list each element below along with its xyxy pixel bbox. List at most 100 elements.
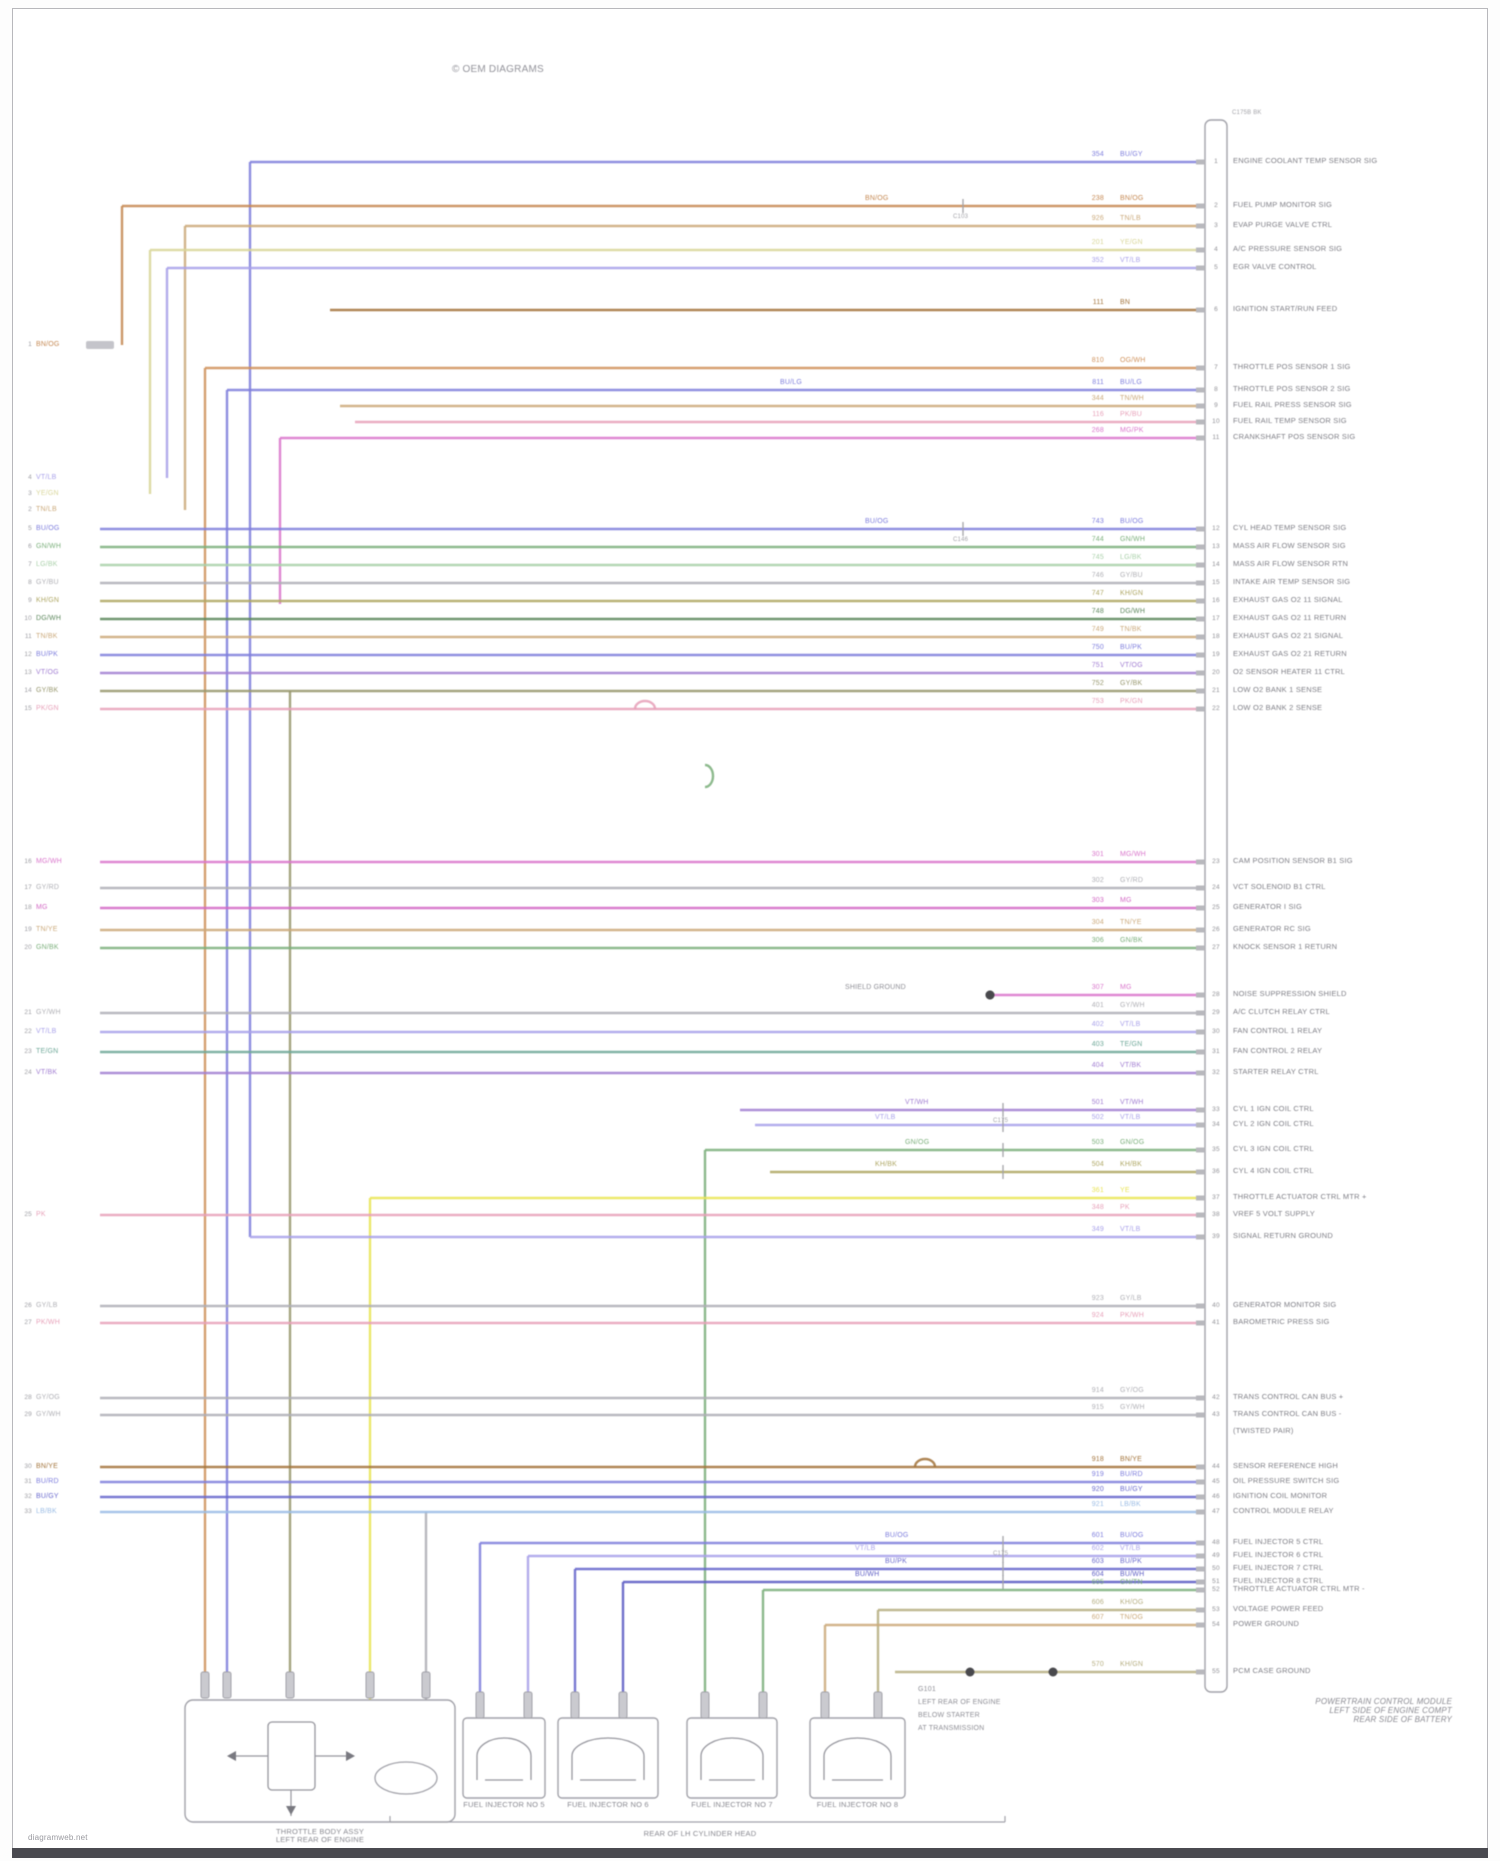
circuit-number: 607 (1091, 1614, 1104, 1621)
circuit-description: O2 SENSOR HEATER 11 CTRL (1233, 667, 1346, 676)
wire-color-code: KH/BK (1120, 1161, 1143, 1168)
inline-wire-label: GN/OG (905, 1139, 930, 1146)
inline-wire-label: VT/WH (905, 1099, 929, 1106)
circuit-number: 926 (1091, 215, 1104, 222)
circuit-description: OIL PRESSURE SWITCH SIG (1233, 1476, 1340, 1485)
pin-number: 11 (1212, 434, 1220, 441)
circuit-number: 306 (1091, 937, 1104, 944)
inline-wire-label: VT/LB (855, 1545, 876, 1552)
wire-color-code: GY/WH (1120, 1002, 1145, 1009)
circuit-number: 743 (1091, 518, 1104, 525)
wire-color-code: MG (1120, 984, 1132, 991)
component-pin (365, 1671, 375, 1699)
pin-number: 2 (1214, 202, 1218, 209)
pin-number: 55 (1212, 1668, 1220, 1675)
pin-number: 23 (1212, 858, 1220, 865)
wire-color-code: KH/OG (1120, 1599, 1144, 1606)
injector-label: FUEL INJECTOR NO 7 (691, 1800, 773, 1809)
pin-number: 8 (1214, 386, 1218, 393)
pin-number: 31 (1212, 1048, 1220, 1055)
circuit-number: 111 (1092, 299, 1104, 306)
left-wire-label: BU/GY (36, 1493, 59, 1500)
pin-number: 41 (1212, 1319, 1220, 1326)
pin-stub (1196, 706, 1205, 712)
pin-stub (1196, 544, 1205, 550)
circuit-number: 352 (1091, 257, 1104, 264)
circuit-description: FAN CONTROL 1 RELAY (1233, 1026, 1323, 1035)
component-pin (222, 1671, 232, 1699)
component-pin (200, 1671, 210, 1699)
left-pin-number: 17 (24, 884, 32, 891)
pin-stub (1196, 1669, 1205, 1675)
throttle-label-2: LEFT REAR OF ENGINE (275, 1835, 365, 1845)
circuit-description: THROTTLE POS SENSOR 2 SIG (1233, 384, 1351, 393)
pin-stub (1196, 1070, 1205, 1076)
circuit-description: FUEL INJECTOR 7 CTRL (1233, 1563, 1324, 1572)
inline-wire-label: BU/OG (885, 1532, 909, 1539)
left-pin-number: 26 (24, 1302, 32, 1309)
pin-number: 36 (1212, 1168, 1220, 1175)
left-pin-number: 14 (24, 687, 32, 694)
pin-number: 14 (1212, 561, 1220, 568)
pin-stub (1196, 598, 1205, 604)
pin-stub (1196, 1147, 1205, 1153)
wire-color-code: KH/GN (1120, 590, 1144, 597)
circuit-description: IGNITION START/RUN FEED (1233, 304, 1338, 313)
circuit-description: FUEL INJECTOR 6 CTRL (1233, 1550, 1324, 1559)
wire-color-code: TN/WH (1120, 395, 1144, 402)
pin-number: 46 (1212, 1493, 1220, 1500)
circuit-number: 746 (1091, 572, 1104, 579)
circuit-description: EXHAUST GAS O2 21 SIGNAL (1233, 631, 1344, 640)
component-pin (285, 1671, 295, 1699)
throttle-ground-oval (374, 1761, 438, 1795)
pin-stub (1196, 307, 1205, 313)
wire-color-code: BN/OG (1120, 195, 1144, 202)
circuit-number: 753 (1091, 698, 1104, 705)
pin-stub (1196, 616, 1205, 622)
pin-stub (1196, 1464, 1205, 1470)
wire-color-code: DG/WH (1120, 608, 1146, 615)
left-pin-number: 8 (28, 579, 32, 586)
circuit-number: 924 (1091, 1312, 1104, 1319)
pin-number: 53 (1212, 1606, 1220, 1613)
circuit-number: 811 (1092, 379, 1104, 386)
inline-wire-label: KH/BK (875, 1161, 898, 1168)
circuit-number: 605 (1091, 1579, 1104, 1586)
circuit-description: SENSOR REFERENCE HIGH (1233, 1461, 1339, 1470)
wire-color-code: BU/GY (1120, 151, 1143, 158)
circuit-description: CYL 4 IGN COIL CTRL (1233, 1166, 1314, 1175)
pin-number: 15 (1212, 579, 1220, 586)
pin-number: 35 (1212, 1146, 1220, 1153)
pin-number: 51 (1212, 1578, 1220, 1585)
left-wire-label: VT/OG (36, 669, 59, 676)
circuit-number: 914 (1091, 1387, 1104, 1394)
inline-connector-label: C175 (993, 1551, 1009, 1557)
ground-splice-dot (965, 1667, 975, 1677)
left-wire-label: BN/YE (36, 1463, 59, 1470)
pin-number: 9 (1214, 402, 1218, 409)
circuit-description: FUEL PUMP MONITOR SIG (1233, 200, 1333, 209)
circuit-description: THROTTLE POS SENSOR 1 SIG (1233, 362, 1351, 371)
pin-number: 10 (1212, 418, 1220, 425)
circuit-number: 238 (1091, 195, 1104, 202)
wire-color-code: PK/WH (1120, 1312, 1144, 1319)
pin-number: 52 (1212, 1586, 1220, 1593)
inline-wire-label: BU/LG (780, 379, 803, 386)
inline-wire-label: BN/OG (865, 195, 889, 202)
pin-number: 37 (1212, 1194, 1220, 1201)
pin-stub (1196, 905, 1205, 911)
pin-number: 42 (1212, 1394, 1220, 1401)
circuit-description: CYL 3 IGN COIL CTRL (1233, 1144, 1314, 1153)
pin-stub (1196, 1107, 1205, 1113)
circuit-description: ENGINE COOLANT TEMP SENSOR SIG (1233, 156, 1378, 165)
circuit-description: FUEL RAIL PRESS SENSOR SIG (1233, 400, 1352, 409)
wire-color-code: BU/PK (1120, 1558, 1143, 1565)
pin-number: 32 (1212, 1069, 1220, 1076)
component-pin (700, 1691, 710, 1719)
component-pin (758, 1691, 768, 1719)
pin-stub (1196, 1049, 1205, 1055)
circuit-number: 501 (1091, 1099, 1104, 1106)
circuit-number: 920 (1091, 1486, 1104, 1493)
left-pin-number: 13 (24, 669, 32, 676)
